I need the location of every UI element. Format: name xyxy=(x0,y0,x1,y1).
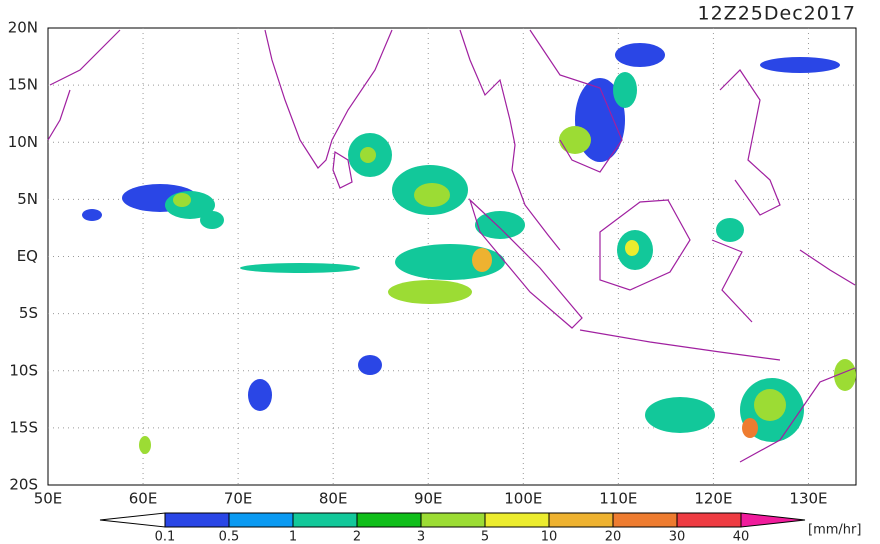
lon-label: 100E xyxy=(504,490,542,508)
lat-label: 10S xyxy=(9,361,38,379)
rain xyxy=(625,240,639,256)
lat-label: 15N xyxy=(8,76,38,94)
rain xyxy=(414,183,450,207)
colorbar-label: 40 xyxy=(733,530,750,544)
colorbar-box xyxy=(548,512,614,528)
rain xyxy=(248,379,272,411)
coastline xyxy=(47,89,71,141)
colorbar-box xyxy=(484,512,550,528)
rain xyxy=(760,57,840,73)
lat-label: 15S xyxy=(9,418,38,436)
rain xyxy=(360,147,376,163)
map-title: 12Z25Dec2017 xyxy=(698,3,857,25)
rain xyxy=(645,397,715,433)
rain xyxy=(475,211,525,239)
legend: 0.1 0.5 1 2 3 5 10 20 30 40 [mm/hr] xyxy=(99,512,861,544)
colorbar-label: 30 xyxy=(669,530,686,544)
colorbar-label: 0.5 xyxy=(219,530,240,544)
coastline xyxy=(49,29,121,86)
lat-label: 10N xyxy=(8,133,38,151)
lon-label: 90E xyxy=(414,490,443,508)
lat-label: 5S xyxy=(19,304,38,322)
colorbar-box xyxy=(164,512,230,528)
rain xyxy=(358,355,382,375)
rain xyxy=(82,209,102,221)
colorbar-label: 5 xyxy=(481,530,489,544)
coastline xyxy=(459,29,561,251)
colorbar-box xyxy=(420,512,486,528)
lon-label: 70E xyxy=(224,490,253,508)
colorbar-label: 20 xyxy=(605,530,622,544)
coastline xyxy=(711,239,753,323)
colorbar-box xyxy=(356,512,422,528)
lon-label: 110E xyxy=(599,490,637,508)
rain xyxy=(716,218,744,242)
colorbar-box xyxy=(228,512,294,528)
grid xyxy=(48,28,856,485)
lat-label: 20S xyxy=(9,476,38,494)
rain xyxy=(615,43,665,67)
rain-areas xyxy=(82,43,856,454)
coastline xyxy=(739,367,856,463)
coastline xyxy=(264,29,393,169)
lat-label: 20N xyxy=(8,19,38,37)
colorbar-box xyxy=(676,512,742,528)
lat-label: 5N xyxy=(17,190,38,208)
rain xyxy=(742,418,758,438)
lat-label: EQ xyxy=(17,247,38,265)
lon-label: 130E xyxy=(789,490,827,508)
coastline xyxy=(332,150,353,189)
colorbar-label: 1 xyxy=(289,530,297,544)
colorbar-box xyxy=(292,512,358,528)
colorbar-arrow xyxy=(99,512,166,528)
lon-label: 50E xyxy=(34,490,63,508)
lon-label: 120E xyxy=(694,490,732,508)
coastlines xyxy=(47,29,856,463)
rain xyxy=(200,211,224,229)
rain xyxy=(472,248,492,272)
rain xyxy=(173,193,191,207)
colorbar-label: 10 xyxy=(541,530,558,544)
coastline xyxy=(579,329,781,361)
colorbar-label: 3 xyxy=(417,530,425,544)
coastline xyxy=(799,249,856,286)
rain xyxy=(754,389,786,421)
colorbar-label: 2 xyxy=(353,530,361,544)
coastline xyxy=(599,199,691,291)
rain xyxy=(240,263,360,273)
coastline xyxy=(529,29,623,173)
colorbar-label: 0.1 xyxy=(155,530,176,544)
rain xyxy=(834,359,856,391)
colorbar-arrow xyxy=(740,512,806,528)
colorbar-box xyxy=(612,512,678,528)
colorbar-unit: [mm/hr] xyxy=(808,523,861,538)
rain xyxy=(559,126,591,154)
rain xyxy=(613,72,637,108)
rain xyxy=(139,436,151,454)
rain xyxy=(388,280,472,304)
coastline xyxy=(719,69,781,216)
lon-label: 60E xyxy=(129,490,158,508)
coastline xyxy=(468,198,583,329)
lon-label: 80E xyxy=(319,490,348,508)
